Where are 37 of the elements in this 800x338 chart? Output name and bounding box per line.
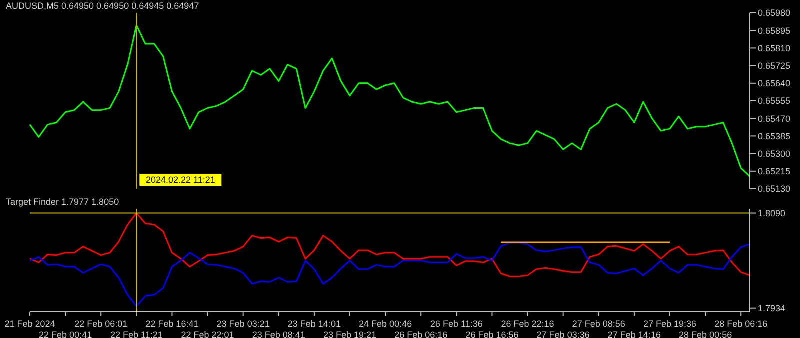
x-tick-label: 23 Feb 19:21 [323, 330, 377, 338]
y-tick-label: 1.8090 [758, 208, 786, 218]
x-tick-label: 28 Feb 06:16 [714, 319, 768, 329]
x-tick-label: 26 Feb 06:16 [394, 330, 448, 338]
x-tick-label: 26 Feb 16:56 [466, 330, 519, 338]
y-tick-label: 0.65725 [758, 60, 791, 71]
x-tick-label: 27 Feb 08:56 [572, 319, 626, 329]
chart-title: AUDUSD,M5 0.64950 0.64950 0.64945 0.64947 [6, 1, 200, 11]
chart-title: Target Finder 1.7977 1.8050 [6, 197, 120, 207]
x-tick-label: 22 Feb 16:41 [146, 319, 199, 329]
x-tick-label: 26 Feb 22:16 [501, 319, 554, 329]
x-tick-label: 27 Feb 14:16 [608, 330, 661, 338]
y-tick-label: 0.65640 [758, 78, 791, 89]
y-tick-label: 0.65385 [758, 131, 791, 142]
ref-line-label: 2024.02.22 11:21 [146, 175, 216, 185]
x-tick-label: 22 Feb 22:01 [181, 330, 234, 338]
x-tick-label: 23 Feb 08:41 [252, 330, 306, 338]
x-tick-label: 23 Feb 03:21 [216, 319, 270, 329]
x-tick-label: 24 Feb 00:46 [359, 319, 412, 329]
y-tick-label: 0.65555 [758, 96, 791, 106]
y-tick-label: 1.7934 [758, 304, 786, 314]
x-tick-label: 28 Feb 00:56 [679, 330, 732, 338]
y-tick-label: 0.65470 [758, 114, 791, 124]
x-tick-label: 26 Feb 11:36 [430, 319, 483, 329]
y-tick-label: 0.65980 [758, 8, 791, 18]
y-tick-label: 0.65300 [758, 148, 791, 159]
y-tick-label: 0.65130 [758, 184, 791, 194]
x-tick-label: 23 Feb 14:01 [288, 319, 341, 329]
x-tick-label: 22 Feb 00:41 [39, 330, 92, 338]
x-tick-label: 27 Feb 03:36 [536, 330, 590, 338]
x-tick-label: 21 Feb 2024 [4, 319, 56, 329]
y-tick-label: 0.65895 [758, 26, 791, 36]
x-tick-label: 22 Feb 11:21 [110, 330, 163, 338]
x-tick-label: 22 Feb 06:01 [74, 319, 128, 329]
y-tick-label: 0.65810 [758, 43, 791, 54]
x-tick-label: 27 Feb 19:36 [643, 319, 697, 329]
y-tick-label: 0.65215 [758, 166, 791, 177]
